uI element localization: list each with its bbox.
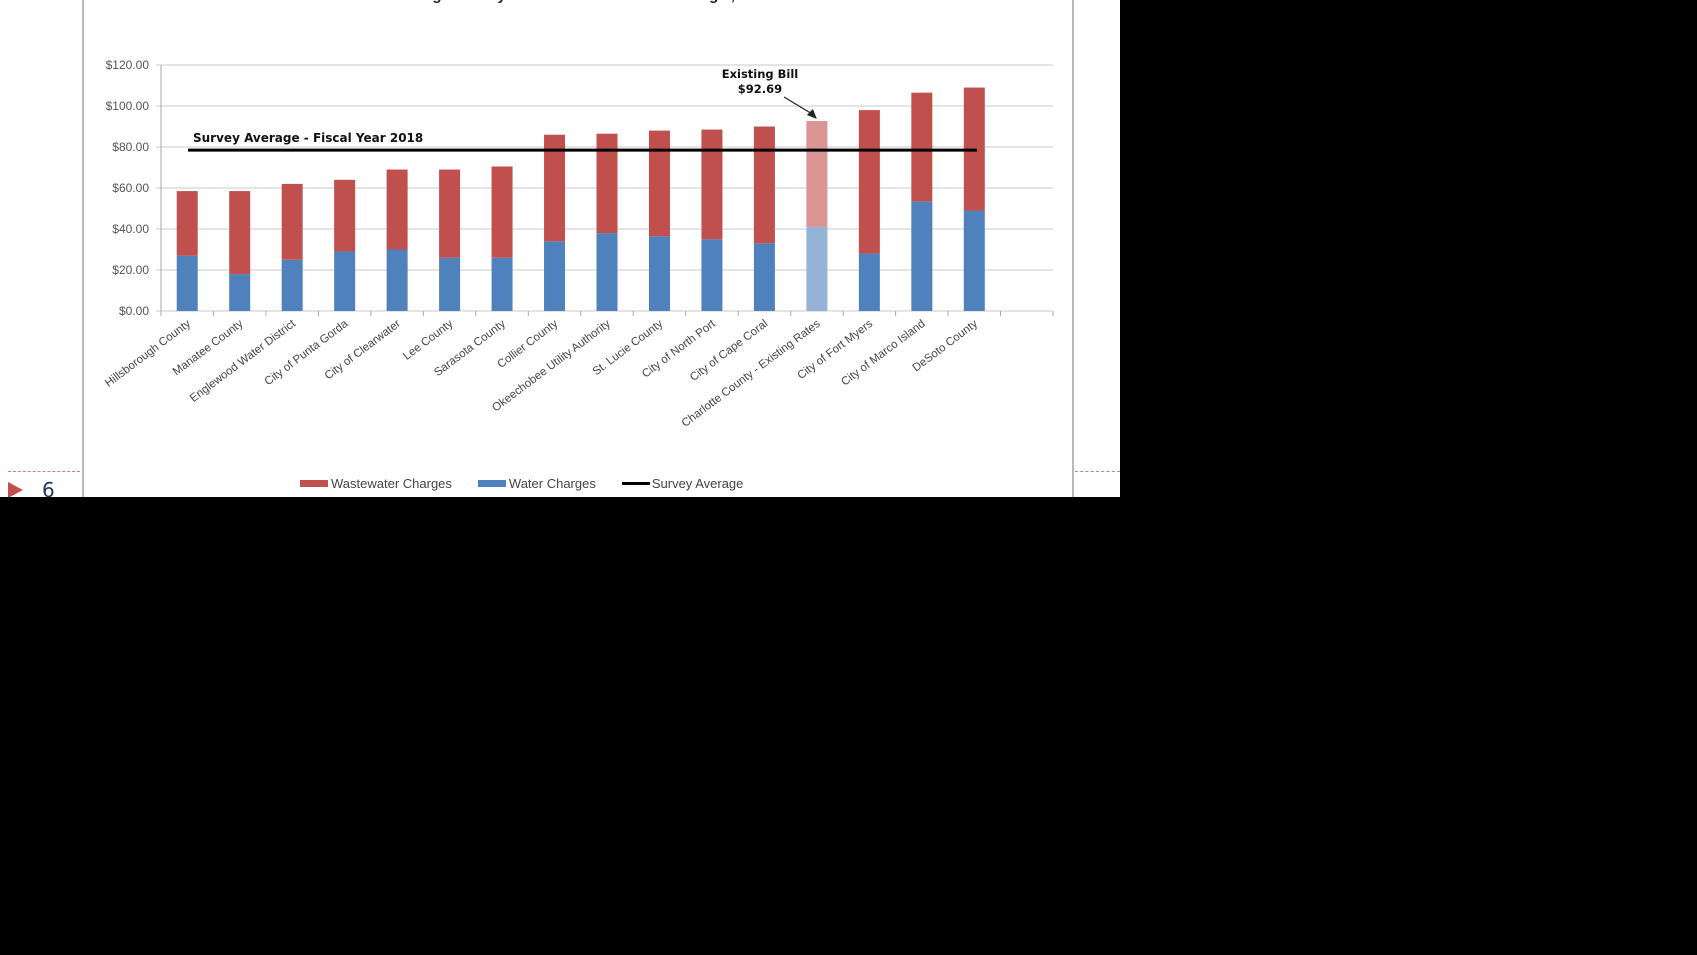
existing-bill-label: Existing Bill [722, 67, 799, 81]
bar-water [596, 233, 618, 311]
y-tick-label: $20.00 [112, 263, 149, 277]
x-tick-label: Lee County [401, 318, 455, 363]
bar-wastewater [701, 129, 723, 240]
bar-wastewater [386, 169, 408, 250]
bar-wastewater [491, 166, 513, 258]
y-tick-label: $40.00 [112, 222, 149, 236]
bar-wastewater [176, 191, 198, 256]
bar-wastewater [544, 134, 566, 242]
y-tick-label: $120.00 [106, 58, 150, 72]
bar-water [386, 249, 408, 311]
chart-title: For Single Family Residential Customers … [340, 0, 860, 4]
bar-water [439, 257, 461, 311]
arrowhead-icon [806, 108, 817, 119]
legend-item-water: Water Charges [477, 476, 596, 491]
bar-wastewater [858, 110, 880, 254]
slide-number: 6 [42, 478, 55, 497]
y-tick-label: $80.00 [112, 140, 149, 154]
bar-water [176, 255, 198, 311]
bar-water [858, 253, 880, 311]
legend-label-water: Water Charges [508, 476, 596, 491]
bar-wastewater [596, 133, 618, 234]
legend-label-survey: Survey Average [651, 476, 744, 491]
bar-water [753, 243, 775, 311]
existing-bill-value: $92.69 [738, 82, 782, 96]
bar-water [491, 257, 513, 311]
legend-label-wastewater: Wastewater Charges [331, 476, 452, 491]
slide-arrow-icon [8, 482, 23, 497]
bar-wastewater [753, 126, 775, 244]
y-tick-label: $100.00 [106, 99, 150, 113]
bar-water [701, 239, 723, 311]
bar-water [911, 201, 933, 311]
bar-water [334, 251, 356, 311]
bar-wastewater [806, 120, 828, 227]
footer-divider-left [8, 471, 80, 472]
legend-swatch-survey [621, 482, 650, 485]
bar-wastewater [334, 179, 356, 252]
survey-average-label: Survey Average - Fiscal Year 2018 [193, 131, 423, 145]
legend-swatch-wastewater [300, 480, 328, 487]
bar-water [281, 259, 303, 311]
x-tick-label: Hillsborough County [103, 318, 193, 390]
bar-water [544, 241, 566, 311]
legend-swatch-water [477, 480, 506, 487]
y-tick-label: $60.00 [112, 181, 149, 195]
slide-frame-left [82, 0, 84, 497]
bar-wastewater [229, 191, 251, 275]
bar-wastewater [648, 130, 670, 237]
bar-water [806, 226, 828, 311]
annotation-arrow [783, 96, 815, 116]
legend-item-survey: Survey Average [621, 476, 744, 491]
bar-wastewater [911, 92, 933, 202]
bar-wastewater [281, 183, 303, 260]
chart-legend: Wastewater Charges Water Charges Survey … [300, 476, 769, 491]
stacked-bar-chart: $0.00 $20.00 $40.00 $60.00 $80.00 $100.00 $120… [103, 58, 1054, 430]
bar-water [963, 210, 985, 311]
bar-water [648, 236, 670, 311]
y-tick-label: $0.00 [119, 304, 149, 318]
slide: For Single Family Residential Customers … [0, 0, 1120, 497]
bar-wastewater [439, 169, 461, 258]
x-tick-label: Englewood Water District [188, 317, 299, 405]
footer-divider-right [1075, 471, 1120, 472]
bar-water [229, 274, 251, 311]
legend-item-wastewater: Wastewater Charges [300, 476, 452, 491]
slide-frame-right [1072, 0, 1074, 497]
